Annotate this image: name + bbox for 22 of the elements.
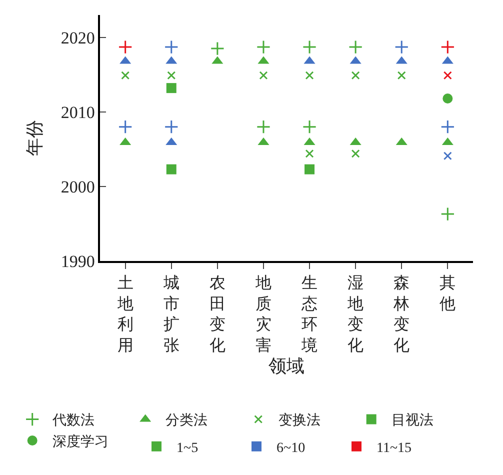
legend-label: 变换法 xyxy=(278,412,320,429)
x-axis-title: 领域 xyxy=(268,356,304,376)
x-tick-label: 其他 xyxy=(440,274,456,313)
legend-label: 11~15 xyxy=(376,440,412,456)
legend-label: 目视法 xyxy=(391,412,434,429)
legend-label: 代数法 xyxy=(51,412,94,429)
legend-label: 深度学习 xyxy=(52,434,108,450)
y-tick-label: 2010 xyxy=(60,102,95,122)
x-tick-label: 生态环境 xyxy=(300,274,318,354)
y-tick-label: 2020 xyxy=(60,28,95,48)
legend-label: 6~10 xyxy=(276,440,306,456)
x-tick-label: 农田变化 xyxy=(209,274,226,354)
x-tick-label: 森林变化 xyxy=(392,274,410,354)
y-axis-title: 年份 xyxy=(24,120,45,156)
x-tick-label: 土地利用 xyxy=(116,274,134,354)
y-tick-label: 2000 xyxy=(60,177,95,196)
legend-label: 1~5 xyxy=(176,440,198,456)
y-tick-label: 1990 xyxy=(60,252,95,271)
x-tick-label: 地质灾害 xyxy=(254,274,272,354)
legend-label: 分类法 xyxy=(165,412,208,429)
x-tick-label: 湿地变化 xyxy=(346,274,364,354)
x-tick-label: 城市扩张 xyxy=(162,274,180,354)
